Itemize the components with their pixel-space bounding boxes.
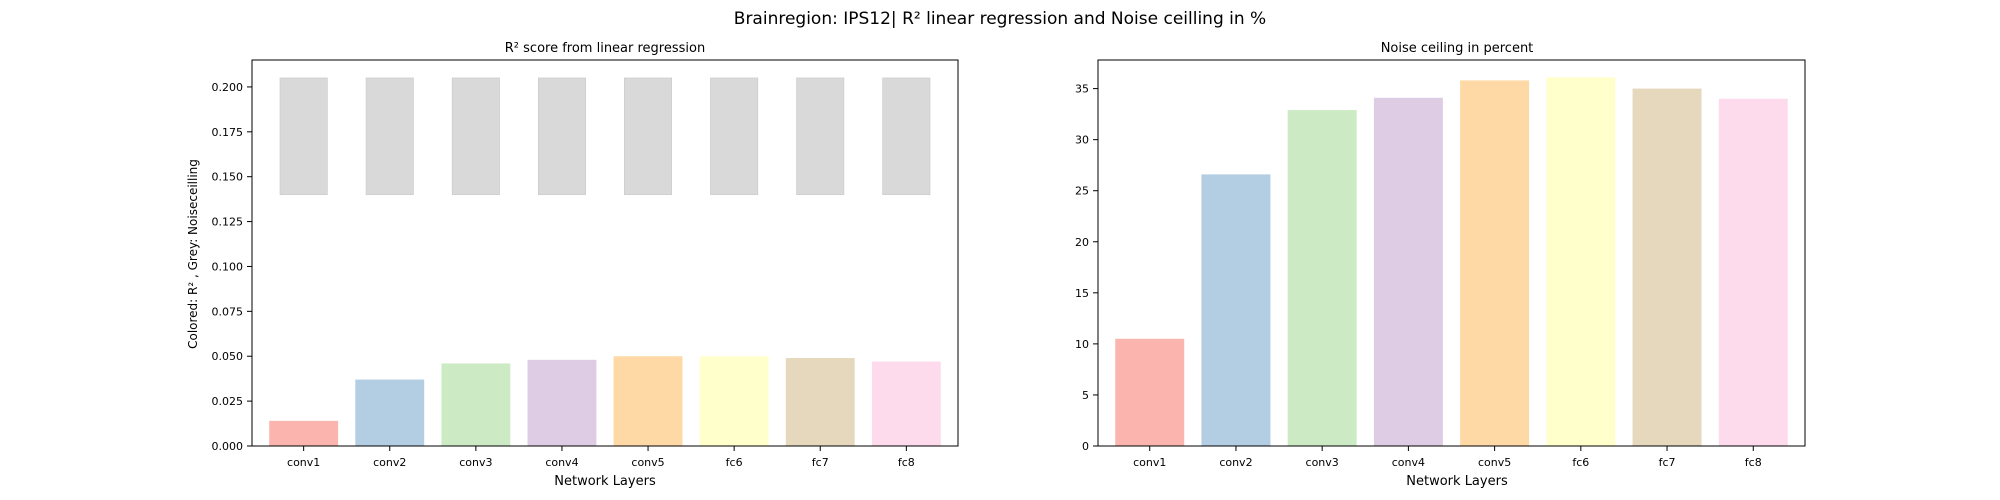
chart-r2-ceiling-range-conv5 [624, 77, 673, 195]
chart-r2-xlabel: Network Layers [554, 474, 656, 489]
chart-r2-bar-conv3 [441, 363, 511, 446]
chart-noise-ceiling-xtick-label: fc6 [1572, 456, 1589, 469]
chart-noise-ceiling: Noise ceiling in percent 0 5 10 15 20 25 30 35 c… [1075, 41, 1806, 489]
chart-r2: R² score from linear regression 0.0000.0… [186, 41, 959, 489]
chart-r2-ceiling-range-conv4 [537, 77, 586, 195]
chart-noise-ceiling-xtick-label: fc7 [1659, 456, 1676, 469]
chart-r2-xtick-label: conv4 [545, 456, 578, 469]
chart-r2-ytick-label: 0.000 [212, 440, 244, 453]
chart-noise-ceiling-xtick-label: conv2 [1219, 456, 1252, 469]
chart-r2-ytick-label: 0.100 [212, 260, 244, 273]
chart-r2-ytick-label: 0.200 [212, 81, 244, 94]
chart-r2-bar-conv2 [355, 379, 425, 446]
chart-r2-ytick-label: 0.075 [212, 305, 244, 318]
chart-noise-ceiling-ytick-label: 25 [1075, 185, 1089, 198]
chart-r2-xtick-label: conv5 [631, 456, 664, 469]
chart-r2-ytick-label: 0.025 [212, 395, 244, 408]
chart-noise-ceiling-title: Noise ceiling in percent [1381, 41, 1534, 56]
chart-r2-ceiling-range-conv1 [279, 77, 328, 195]
chart-r2-ytick-label: 0.175 [212, 126, 244, 139]
chart-noise-ceiling-ytick-label: 20 [1075, 236, 1089, 249]
chart-r2-bar-fc6 [699, 356, 769, 446]
chart-noise-ceiling-xtick-label: conv4 [1392, 456, 1425, 469]
chart-noise-ceiling-bar-conv3 [1287, 110, 1357, 446]
chart-r2-bar-conv1 [269, 420, 339, 446]
chart-r2-ceiling-range-conv2 [365, 77, 414, 195]
chart-noise-ceiling-xtick-label: fc8 [1745, 456, 1762, 469]
chart-r2-ceiling-range-fc7 [796, 77, 845, 195]
chart-noise-ceiling-bar-fc7 [1632, 88, 1702, 446]
chart-noise-ceiling-ytick-label: 30 [1075, 134, 1089, 147]
chart-r2-xtick-label: conv1 [287, 456, 320, 469]
chart-noise-ceiling-ytick-label: 10 [1075, 338, 1089, 351]
chart-noise-ceiling-xlabel: Network Layers [1406, 474, 1508, 489]
chart-r2-bar-conv5 [613, 356, 683, 446]
chart-r2-xtick-label: fc6 [726, 456, 743, 469]
chart-r2-bar-fc8 [871, 361, 941, 446]
chart-noise-ceiling-bars [1115, 77, 1788, 447]
chart-noise-ceiling-xtick-label: conv1 [1133, 456, 1166, 469]
chart-noise-ceiling-axes: 0 5 10 15 20 25 30 35 conv1 conv2 conv3 conv4 conv5 f… [1075, 59, 1806, 469]
chart-r2-bar-fc7 [785, 358, 855, 446]
chart-noise-ceiling-ytick-label: 5 [1082, 389, 1089, 402]
chart-noise-ceiling-bar-fc8 [1718, 98, 1788, 446]
chart-r2-ytick-label: 0.125 [212, 216, 244, 229]
chart-r2-frame [251, 59, 959, 447]
chart-noise-ceiling-bar-conv4 [1373, 97, 1443, 446]
chart-r2-bar-conv4 [527, 359, 597, 446]
chart-noise-ceiling-bar-conv5 [1460, 80, 1530, 446]
chart-r2-axes: 0.000 0.025 0.050 0.075 0.100 0.125 0.150 0.175… [212, 59, 959, 469]
chart-r2-ytick-label: 0.150 [212, 171, 244, 184]
chart-noise-ceiling-ytick-label: 35 [1075, 83, 1089, 96]
chart-noise-ceiling-bar-conv1 [1115, 338, 1185, 446]
chart-noise-ceiling-bar-conv2 [1201, 174, 1271, 447]
chart-r2-ceiling-range-fc8 [882, 77, 931, 195]
chart-noise-ceiling-bar-fc6 [1546, 77, 1616, 446]
chart-r2-title: R² score from linear regression [505, 41, 705, 56]
chart-noise-ceiling-ytick-label: 15 [1075, 287, 1089, 300]
chart-r2-xtick-label: conv2 [373, 456, 406, 469]
chart-r2-xtick-label: fc8 [898, 456, 915, 469]
chart-r2-ceiling-range-conv3 [451, 77, 500, 195]
chart-r2-bars [269, 77, 941, 446]
chart-r2-ytick-label: 0.050 [212, 350, 244, 363]
figure-suptitle: Brainregion: IPS12| R² linear regression… [734, 9, 1266, 29]
chart-noise-ceiling-frame [1097, 59, 1806, 447]
chart-r2-ylabel: Colored: R² , Grey: Noiseceilling [186, 159, 200, 349]
chart-noise-ceiling-xtick-label: conv3 [1306, 456, 1339, 469]
chart-noise-ceiling-xtick-label: conv5 [1478, 456, 1511, 469]
chart-r2-xtick-label: fc7 [812, 456, 829, 469]
chart-r2-ceiling-range-fc6 [710, 77, 759, 195]
chart-r2-xtick-label: conv3 [459, 456, 492, 469]
chart-noise-ceiling-ytick-label: 0 [1082, 440, 1089, 453]
